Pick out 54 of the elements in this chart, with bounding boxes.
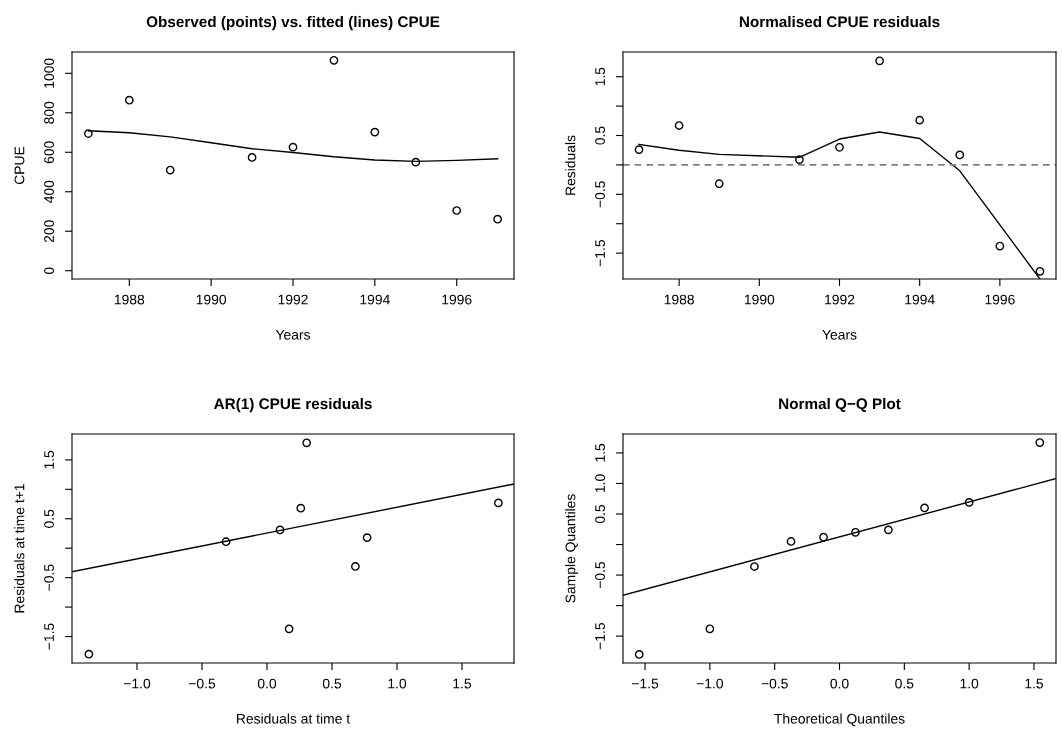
x-tick-label: −1.0 — [123, 678, 151, 689]
chart-title: AR(1) CPUE residuals — [214, 397, 372, 413]
x-tick-label: −0.5 — [761, 678, 788, 689]
x-tick-label: 0.0 — [257, 678, 277, 689]
y-tick-label: 200 — [44, 220, 54, 243]
y-tick-label: −1.5 — [595, 240, 605, 267]
chart-title: Normal Q−Q Plot — [779, 397, 901, 413]
y-tick-label: −0.5 — [44, 564, 54, 591]
y-tick-label: −1.5 — [44, 623, 54, 650]
x-tick-label: 0.5 — [322, 678, 342, 689]
x-tick-label: 1990 — [744, 294, 775, 305]
y-tick-label: 1.5 — [44, 450, 54, 469]
x-tick-label: −1.5 — [632, 678, 659, 689]
y-axis-title: Residuals — [565, 135, 576, 195]
y-tick-label: 0.5 — [595, 504, 605, 524]
x-tick-label: 1992 — [825, 294, 855, 305]
y-tick-label: 1.5 — [595, 443, 605, 462]
x-tick-label: 0.0 — [830, 678, 849, 689]
x-axis-title: Residuals at time t — [237, 713, 351, 724]
y-tick-label: −1.5 — [595, 623, 605, 650]
y-axis-title: Residuals at time t+1 — [14, 484, 25, 613]
y-tick-label: 1.5 — [595, 67, 605, 86]
x-tick-label: 1996 — [442, 294, 472, 305]
y-tick-label: 1.0 — [595, 474, 605, 493]
y-axis-title: Sample Quantiles — [565, 494, 579, 603]
y-tick-label: 0.5 — [44, 509, 54, 528]
x-axis-title: Theoretical Quantiles — [774, 713, 905, 727]
x-tick-label: 1990 — [196, 294, 227, 305]
chart-title: Observed (points) vs. fitted (lines) CPUE — [146, 15, 440, 31]
chart-title: Normalised CPUE residuals — [739, 15, 940, 28]
y-tick-label: −0.5 — [595, 561, 605, 589]
y-tick-label: 800 — [44, 101, 54, 124]
y-tick-label: 0 — [44, 267, 54, 275]
x-tick-label: 1.0 — [388, 678, 407, 689]
x-axis-title: Years — [822, 329, 857, 340]
x-tick-label: 1988 — [664, 294, 694, 305]
x-tick-label: 1994 — [360, 294, 390, 305]
x-tick-label: 1.5 — [1025, 678, 1044, 689]
x-tick-label: −1.0 — [696, 678, 724, 689]
x-axis-title: Years — [275, 329, 311, 340]
x-tick-label: 1988 — [114, 294, 145, 305]
y-tick-label: 600 — [44, 141, 54, 164]
y-tick-label: 1000 — [44, 58, 54, 88]
y-tick-label: −0.5 — [595, 181, 605, 208]
x-tick-label: 1996 — [985, 294, 1015, 305]
x-tick-label: 0.5 — [895, 678, 914, 689]
x-tick-label: −0.5 — [188, 678, 216, 689]
x-tick-label: 1994 — [905, 294, 935, 305]
y-axis-title: CPUE — [14, 146, 25, 185]
x-tick-label: 1.5 — [453, 678, 472, 689]
x-tick-label: 1.0 — [960, 678, 979, 689]
y-tick-label: 0.5 — [595, 126, 605, 145]
y-tick-label: 400 — [44, 180, 54, 204]
x-tick-label: 1992 — [278, 294, 308, 305]
